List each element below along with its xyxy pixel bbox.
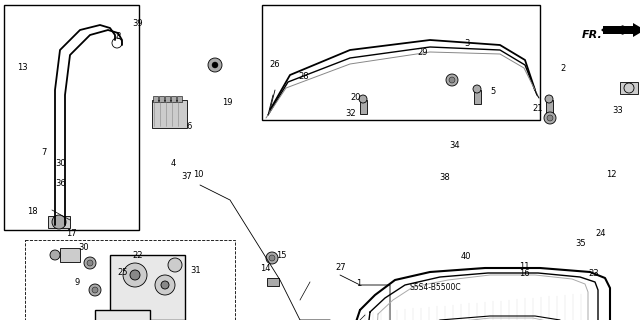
Circle shape bbox=[359, 95, 367, 103]
Text: 36: 36 bbox=[56, 179, 66, 188]
Circle shape bbox=[50, 250, 60, 260]
Circle shape bbox=[266, 252, 278, 264]
Text: 6: 6 bbox=[186, 122, 191, 131]
Text: 34: 34 bbox=[449, 141, 460, 150]
Text: 31: 31 bbox=[190, 266, 200, 275]
Bar bbox=[159, 96, 164, 102]
Text: 22: 22 bbox=[132, 251, 143, 260]
Text: 11: 11 bbox=[520, 262, 530, 271]
Text: 27: 27 bbox=[335, 263, 346, 272]
Circle shape bbox=[52, 215, 66, 229]
Circle shape bbox=[84, 257, 96, 269]
Text: 19: 19 bbox=[222, 98, 232, 107]
Circle shape bbox=[449, 77, 455, 83]
Circle shape bbox=[545, 95, 553, 103]
Circle shape bbox=[208, 58, 222, 72]
Text: 25: 25 bbox=[118, 268, 128, 277]
Text: 32: 32 bbox=[346, 109, 356, 118]
Bar bbox=[48, 216, 70, 228]
Text: 4: 4 bbox=[170, 159, 175, 168]
Circle shape bbox=[155, 275, 175, 295]
Text: 5: 5 bbox=[490, 87, 495, 96]
Bar bbox=[4, 5, 139, 230]
Text: 28: 28 bbox=[299, 72, 309, 81]
Bar bbox=[165, 96, 170, 102]
Text: 24: 24 bbox=[595, 229, 605, 238]
Text: 10: 10 bbox=[193, 170, 204, 179]
Bar bbox=[171, 96, 176, 102]
Text: 8: 8 bbox=[116, 32, 121, 41]
Text: FR.: FR. bbox=[582, 30, 602, 40]
Circle shape bbox=[269, 255, 275, 261]
Text: 38: 38 bbox=[440, 173, 450, 182]
Circle shape bbox=[89, 284, 101, 296]
Text: S5S4-B5500C: S5S4-B5500C bbox=[409, 283, 461, 292]
Bar bbox=[153, 96, 158, 102]
Circle shape bbox=[446, 74, 458, 86]
Bar bbox=[267, 278, 279, 286]
Circle shape bbox=[130, 270, 140, 280]
Circle shape bbox=[92, 287, 98, 293]
Bar bbox=[60, 248, 80, 262]
Text: 1: 1 bbox=[356, 279, 361, 288]
Text: 30: 30 bbox=[56, 159, 66, 168]
Text: 20: 20 bbox=[350, 93, 360, 102]
Bar bbox=[25, 240, 235, 320]
Text: 21: 21 bbox=[532, 104, 543, 113]
Text: 16: 16 bbox=[520, 269, 530, 278]
Circle shape bbox=[168, 258, 182, 272]
Bar bbox=[546, 100, 553, 114]
Text: 7: 7 bbox=[41, 148, 46, 156]
Bar bbox=[95, 310, 150, 320]
Bar bbox=[152, 100, 187, 128]
Text: 40: 40 bbox=[461, 252, 471, 261]
FancyArrow shape bbox=[603, 23, 640, 37]
Text: 12: 12 bbox=[606, 170, 616, 179]
Bar bbox=[474, 90, 481, 104]
Text: 13: 13 bbox=[17, 63, 28, 72]
Circle shape bbox=[473, 85, 481, 93]
Text: 18: 18 bbox=[27, 207, 37, 216]
Text: 23: 23 bbox=[589, 269, 599, 278]
Circle shape bbox=[123, 263, 147, 287]
Text: 37: 37 bbox=[182, 172, 192, 181]
Circle shape bbox=[544, 112, 556, 124]
Bar bbox=[620, 82, 638, 94]
Bar bbox=[110, 255, 185, 320]
Text: 39: 39 bbox=[132, 19, 143, 28]
Text: 2: 2 bbox=[561, 64, 566, 73]
Text: 15: 15 bbox=[276, 252, 287, 260]
Text: 30: 30 bbox=[78, 243, 88, 252]
Text: 33: 33 bbox=[612, 106, 623, 115]
Bar bbox=[360, 100, 367, 114]
Text: 14: 14 bbox=[260, 264, 271, 273]
Bar bbox=[177, 96, 182, 102]
Text: 35: 35 bbox=[575, 239, 586, 248]
Circle shape bbox=[87, 260, 93, 266]
Circle shape bbox=[547, 115, 553, 121]
Text: 3: 3 bbox=[465, 39, 470, 48]
Circle shape bbox=[212, 62, 218, 68]
Text: 26: 26 bbox=[270, 60, 280, 68]
Text: 9: 9 bbox=[74, 278, 79, 287]
Text: 17: 17 bbox=[67, 229, 77, 238]
Text: 29: 29 bbox=[417, 48, 428, 57]
Circle shape bbox=[161, 281, 169, 289]
Circle shape bbox=[624, 83, 634, 93]
Bar bbox=[262, 5, 540, 120]
